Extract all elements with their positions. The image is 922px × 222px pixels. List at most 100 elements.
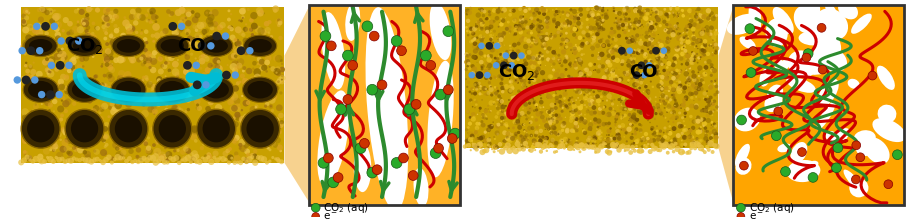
Circle shape — [201, 84, 204, 87]
Circle shape — [496, 12, 500, 15]
Circle shape — [626, 63, 631, 68]
Circle shape — [696, 38, 700, 42]
Circle shape — [232, 40, 235, 43]
Circle shape — [468, 91, 471, 93]
Circle shape — [568, 24, 571, 27]
Circle shape — [479, 136, 483, 141]
Circle shape — [190, 157, 196, 163]
Circle shape — [107, 65, 113, 71]
Circle shape — [630, 54, 632, 57]
Circle shape — [573, 49, 578, 54]
Circle shape — [655, 112, 657, 115]
Circle shape — [479, 8, 484, 12]
Circle shape — [571, 111, 575, 116]
Circle shape — [502, 109, 503, 111]
Circle shape — [590, 49, 591, 50]
Circle shape — [703, 43, 707, 47]
Circle shape — [128, 54, 135, 61]
Circle shape — [621, 86, 622, 88]
Circle shape — [480, 120, 483, 123]
Circle shape — [201, 158, 203, 160]
Circle shape — [144, 29, 148, 34]
Circle shape — [647, 138, 650, 140]
Circle shape — [555, 82, 557, 83]
Circle shape — [533, 102, 536, 105]
Circle shape — [607, 43, 610, 47]
Circle shape — [565, 32, 568, 35]
Circle shape — [561, 10, 564, 14]
Circle shape — [139, 79, 142, 82]
Circle shape — [517, 26, 523, 31]
Circle shape — [605, 69, 608, 72]
Circle shape — [266, 49, 271, 54]
Circle shape — [576, 11, 578, 12]
Circle shape — [204, 54, 208, 58]
Circle shape — [242, 69, 245, 72]
Circle shape — [587, 87, 593, 91]
Circle shape — [148, 155, 153, 161]
Circle shape — [651, 45, 655, 49]
Circle shape — [193, 24, 197, 29]
Circle shape — [516, 42, 521, 46]
Circle shape — [524, 9, 527, 13]
Circle shape — [646, 73, 649, 75]
Circle shape — [39, 158, 45, 165]
Circle shape — [552, 62, 556, 66]
Circle shape — [103, 122, 110, 129]
Circle shape — [573, 102, 575, 105]
Circle shape — [598, 9, 601, 12]
Circle shape — [686, 78, 692, 83]
Circle shape — [153, 96, 157, 99]
Circle shape — [601, 14, 604, 16]
Circle shape — [680, 46, 685, 50]
Circle shape — [37, 8, 41, 12]
Circle shape — [628, 106, 632, 111]
Circle shape — [579, 116, 584, 121]
Circle shape — [637, 86, 642, 89]
Circle shape — [512, 107, 514, 110]
Circle shape — [590, 120, 592, 122]
Circle shape — [646, 23, 649, 26]
Circle shape — [95, 85, 99, 89]
Circle shape — [133, 159, 137, 163]
Circle shape — [186, 28, 189, 31]
Circle shape — [690, 143, 694, 148]
Circle shape — [686, 136, 691, 141]
Circle shape — [29, 64, 32, 68]
Circle shape — [711, 105, 713, 107]
Circle shape — [53, 91, 55, 94]
Circle shape — [214, 41, 218, 45]
Circle shape — [154, 32, 160, 39]
Circle shape — [563, 83, 566, 85]
Circle shape — [176, 136, 179, 139]
Circle shape — [644, 58, 646, 60]
Circle shape — [713, 15, 716, 18]
Circle shape — [100, 82, 105, 87]
Circle shape — [53, 143, 58, 149]
Circle shape — [534, 133, 538, 137]
Circle shape — [170, 51, 177, 58]
Circle shape — [640, 124, 643, 127]
Circle shape — [706, 111, 708, 113]
Circle shape — [184, 145, 189, 149]
Circle shape — [503, 59, 508, 63]
Circle shape — [144, 157, 150, 163]
Circle shape — [624, 21, 627, 24]
Circle shape — [704, 140, 708, 144]
Circle shape — [594, 5, 599, 10]
Circle shape — [536, 27, 541, 32]
Circle shape — [562, 22, 565, 24]
Circle shape — [585, 143, 587, 146]
Circle shape — [54, 156, 58, 159]
Circle shape — [549, 143, 553, 147]
Circle shape — [529, 61, 534, 65]
Circle shape — [89, 110, 91, 113]
Circle shape — [677, 89, 682, 94]
Circle shape — [243, 157, 246, 160]
Circle shape — [662, 18, 663, 20]
Circle shape — [262, 88, 264, 90]
Circle shape — [509, 81, 512, 83]
Circle shape — [539, 93, 542, 96]
Circle shape — [487, 54, 491, 58]
Circle shape — [672, 96, 676, 100]
